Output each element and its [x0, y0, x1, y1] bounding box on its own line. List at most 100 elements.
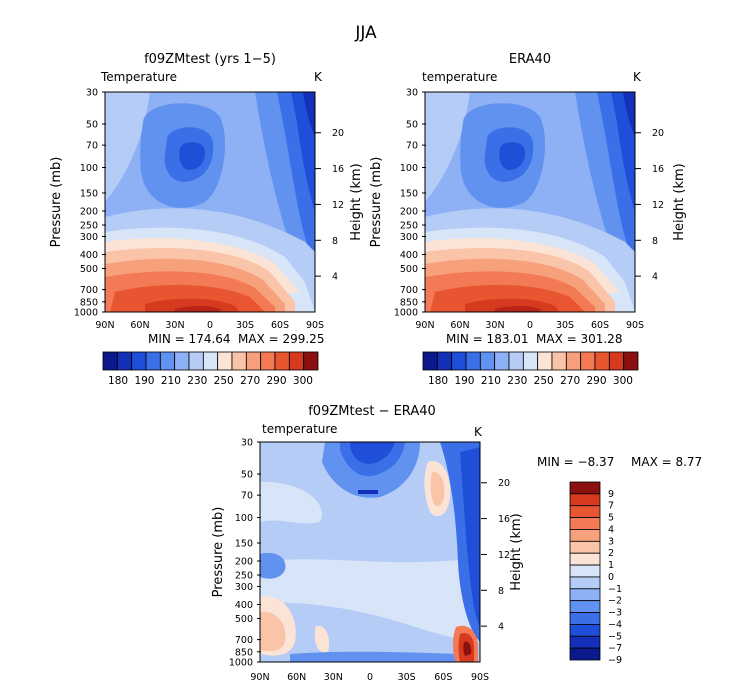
colorbar-swatch	[569, 635, 601, 649]
contour-field	[105, 92, 315, 312]
colorbar-swatch	[436, 351, 453, 371]
y2-tick-label: 20	[332, 128, 344, 139]
colorbar-swatch	[231, 351, 247, 371]
colorbar-swatch	[569, 600, 601, 613]
colorbar-label: 230	[507, 375, 527, 387]
y2-tick-label: 16	[498, 514, 510, 525]
colorbar-label: 250	[214, 375, 234, 387]
colorbar-label: 4	[608, 524, 614, 535]
y-tick-label: 50	[406, 120, 418, 131]
colorbar-swatch	[102, 351, 118, 371]
field-label: temperature	[262, 422, 337, 436]
y-tick-label: 30	[406, 88, 418, 99]
colorbar-label: −9	[608, 655, 622, 666]
colorbar-swatch	[174, 351, 190, 371]
colorbar-swatch	[608, 351, 625, 371]
min-label: MIN = 174.64	[148, 332, 231, 346]
colorbar-label: 180	[428, 375, 448, 387]
y-tick-label: 850	[80, 297, 98, 308]
colorbar-label: 270	[560, 375, 580, 387]
y-tick-label: 400	[80, 250, 98, 261]
y2-tick-label: 12	[332, 200, 344, 211]
figure-title: JJA	[354, 23, 377, 43]
y2-tick-label: 4	[652, 272, 658, 283]
colorbar-label: 300	[293, 375, 313, 387]
colorbar-label: 210	[161, 375, 181, 387]
contour-field	[260, 442, 480, 662]
y-tick-label: 400	[400, 250, 418, 261]
y2-tick-label: 8	[652, 236, 658, 247]
y-tick-label: 700	[235, 635, 253, 646]
colorbar-label: 1	[608, 560, 614, 571]
y2-tick-label: 8	[498, 586, 504, 597]
colorbar-label: 9	[608, 489, 614, 500]
y-tick-label: 30	[241, 438, 253, 449]
colorbar-label: −3	[608, 608, 622, 619]
y-tick-label: 500	[235, 614, 253, 625]
y-tick-label: 150	[80, 188, 98, 199]
x-tick-label: 60N	[130, 320, 149, 331]
colorbar-label: −7	[608, 643, 622, 654]
colorbar-label: 7	[608, 501, 614, 512]
colorbar-label: −4	[608, 619, 622, 630]
colorbar-swatch	[479, 351, 496, 371]
y-tick-label: 500	[400, 264, 418, 275]
y2-tick-label: 12	[652, 200, 664, 211]
y-tick-label: 70	[86, 141, 98, 152]
colorbar-swatch	[569, 493, 601, 507]
y2-tick-label: 4	[498, 622, 504, 633]
x-tick-label: 0	[527, 320, 533, 331]
y-axis-label: Pressure (mb)	[369, 157, 384, 248]
colorbar-swatch	[551, 351, 567, 371]
min-label: MIN = 183.01	[446, 332, 529, 346]
x-tick-label: 60S	[434, 672, 452, 683]
colorbar-swatch	[569, 552, 601, 566]
y-tick-label: 30	[86, 88, 98, 99]
y-tick-label: 300	[235, 582, 253, 593]
x-tick-label: 0	[367, 672, 373, 683]
colorbar-swatch	[145, 351, 161, 371]
units-label: K	[314, 70, 323, 84]
colorbar-swatch	[451, 351, 467, 371]
panel-reanalysis: ERA40 temperature K Pressure (mb) Height…	[369, 52, 687, 387]
colorbar-label: 210	[481, 375, 501, 387]
colorbar-swatch	[569, 529, 601, 542]
x-tick-label: 30S	[556, 320, 574, 331]
y2-tick-label: 12	[498, 550, 510, 561]
max-label: MAX = 301.28	[536, 332, 622, 346]
y2-tick-label: 20	[498, 478, 510, 489]
colorbar-swatch	[580, 351, 596, 371]
field-label: Temperature	[100, 70, 177, 84]
x-tick-label: 60S	[591, 320, 609, 331]
x-tick-label: 90N	[250, 672, 269, 683]
x-tick-label: 90N	[95, 320, 114, 331]
colorbar-label: −1	[608, 584, 622, 595]
colorbar-swatch	[422, 351, 438, 371]
max-label: MAX = 8.77	[631, 455, 702, 469]
colorbar-swatch	[131, 351, 147, 371]
y-tick-label: 850	[235, 647, 253, 658]
colorbar: 180 190 210 230 250 270 290 300	[422, 351, 639, 387]
colorbar-swatch	[569, 624, 601, 637]
colorbar-swatch	[569, 576, 601, 590]
y-tick-label: 400	[235, 600, 253, 611]
plot-frame	[259, 441, 481, 663]
panel-title: f09ZMtest − ERA40	[308, 404, 436, 419]
colorbar-label: 270	[240, 375, 260, 387]
y-tick-label: 150	[400, 188, 418, 199]
panel-model: f09ZMtest (yrs 1−5) Temperature K Pressu…	[49, 52, 364, 387]
y-tick-label: 700	[80, 285, 98, 296]
colorbar-label: 180	[108, 375, 128, 387]
colorbar-swatch	[569, 647, 601, 661]
colorbar-swatch	[202, 351, 219, 371]
x-tick-label: 30S	[398, 672, 416, 683]
colorbar-swatch	[217, 351, 233, 371]
colorbar-swatch	[494, 351, 510, 371]
colorbar-label: 190	[134, 375, 154, 387]
x-tick-label: 90N	[415, 320, 434, 331]
y-tick-label: 200	[235, 557, 253, 568]
colorbar-label: 5	[608, 513, 614, 524]
y-tick-label: 200	[400, 207, 418, 218]
plot-frame	[424, 91, 636, 313]
